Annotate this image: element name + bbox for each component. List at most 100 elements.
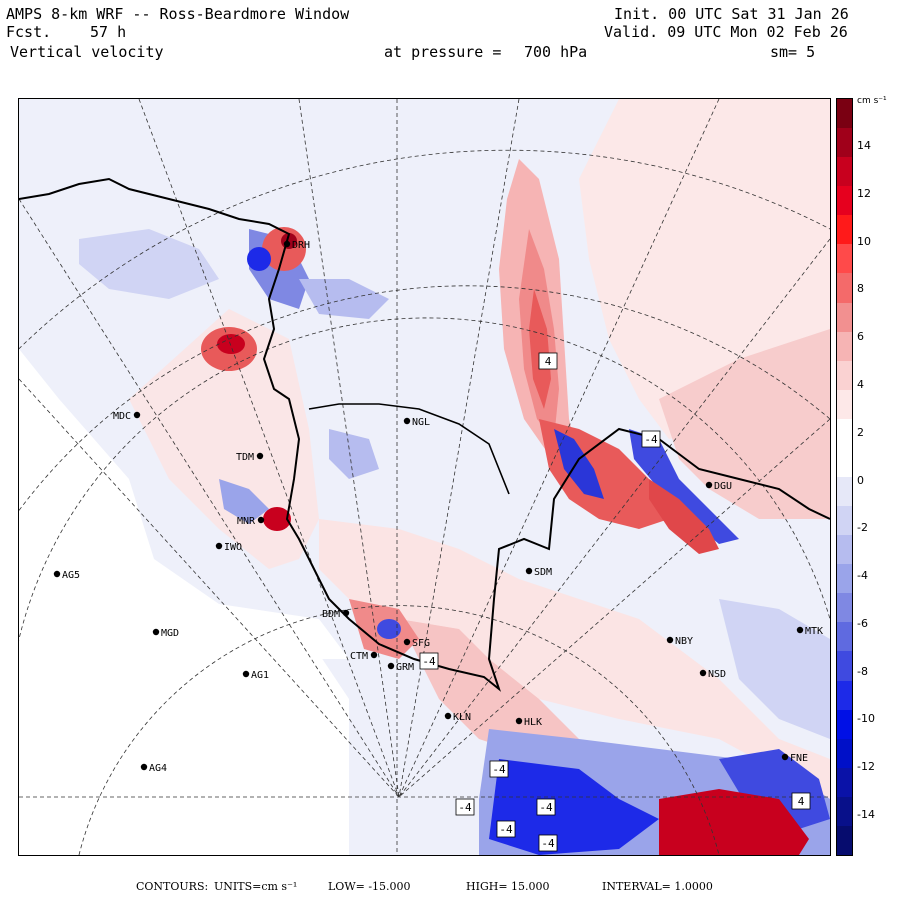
- station-label: CTM: [350, 651, 368, 662]
- station-dot: [525, 567, 533, 575]
- contour-label-text: -4: [539, 801, 553, 814]
- smoothing-value: sm= 5: [770, 43, 816, 61]
- valid-time: Valid. 09 UTC Mon 02 Feb 26: [604, 23, 848, 41]
- station-label: MNR: [237, 516, 256, 527]
- colorbar-segment: [837, 331, 852, 362]
- station-marker: CTM: [350, 651, 378, 662]
- station-marker: AG1: [242, 670, 269, 681]
- no-data-region-2: [19, 569, 349, 855]
- station-marker: SDM: [525, 567, 552, 578]
- station-marker: HLK: [515, 717, 542, 728]
- station-label: NSD: [708, 669, 726, 680]
- colorbar-segment: [837, 244, 852, 275]
- station-marker: MTK: [796, 626, 823, 637]
- colorbar-segment: [837, 738, 852, 769]
- station-label: KLN: [453, 712, 471, 723]
- station-dot: [403, 417, 411, 425]
- station-marker: IWO: [215, 542, 242, 553]
- station-marker: DRH: [283, 240, 310, 251]
- station-label: MDC: [113, 411, 131, 422]
- colorbar-tick-label: -10: [857, 712, 875, 726]
- contour-label: 4: [538, 352, 558, 370]
- station-label: DRH: [292, 240, 310, 251]
- colorbar-segment: [837, 564, 852, 595]
- station-label: HLK: [524, 717, 542, 728]
- ascent-core-mnr: [263, 507, 291, 531]
- station-label: BDM: [322, 609, 340, 620]
- station-label: AG1: [251, 670, 269, 681]
- contour-label-text: -4: [541, 837, 555, 850]
- forecast-hour: 57 h: [90, 23, 127, 41]
- map-graphic: DRH MDC NGL TDM MNR IWO AG5 SDM BDM MGD SFG NBY MTK C…: [19, 99, 830, 855]
- colorbar-tick-label: -4: [857, 569, 868, 583]
- station-dot: [705, 481, 713, 489]
- station-dot: [796, 626, 804, 634]
- positive-region-1: [129, 309, 319, 569]
- colorbar-tick-label: -12: [857, 760, 875, 774]
- colorbar-segment: [837, 477, 852, 508]
- colorbar-segment: [837, 273, 852, 304]
- station-label: NGL: [412, 417, 430, 428]
- station-dot: [666, 636, 674, 644]
- station-dot: [387, 662, 395, 670]
- colorbar-segment: [837, 389, 852, 420]
- station-dot: [444, 712, 452, 720]
- station-label: IWO: [224, 542, 242, 553]
- station-dot: [283, 240, 291, 248]
- colorbar-segment: [837, 128, 852, 159]
- station-dot: [257, 516, 265, 524]
- ascent-core-mdc-2: [217, 334, 245, 354]
- chart-title: AMPS 8-km WRF -- Ross-Beardmore Window: [6, 5, 350, 23]
- colorbar-segment: [837, 157, 852, 188]
- contour-label: -4: [489, 760, 509, 778]
- station-marker: NSD: [699, 669, 726, 680]
- colorbar-segment: [837, 651, 852, 682]
- contour-label-text: -4: [492, 763, 506, 776]
- station-label: AG5: [62, 570, 80, 581]
- descent-zone-lower-right: [719, 599, 830, 739]
- colorbar-tick-label: 0: [857, 473, 864, 487]
- contour-label-text: -4: [644, 433, 658, 446]
- pressure-label: at pressure =: [384, 43, 502, 61]
- station-marker: AG5: [53, 570, 80, 581]
- descent-patch-3: [299, 279, 389, 319]
- footer-high: HIGH= 15.000: [466, 880, 550, 893]
- colorbar-tick-label: 12: [857, 186, 871, 200]
- descent-patch-4: [219, 479, 269, 524]
- colorbar-segment: [837, 767, 852, 798]
- coastline: [19, 177, 830, 692]
- station-label: MTK: [805, 626, 823, 637]
- station-label: SDM: [534, 567, 552, 578]
- station-dot: [403, 638, 411, 646]
- colorbar-tick-label: -6: [857, 616, 868, 630]
- colorbar-segment: [837, 709, 852, 740]
- colorbar-segment: [837, 99, 852, 130]
- colorbar-segment: [837, 796, 852, 827]
- init-time: Init. 00 UTC Sat 31 Jan 26: [614, 5, 849, 23]
- colorbar-segment: [837, 535, 852, 566]
- station-label: DGU: [714, 481, 732, 492]
- descent-zone-bdm: [377, 619, 401, 639]
- positive-region-3: [399, 619, 579, 759]
- positive-region-5: [659, 329, 830, 519]
- wave-zone-red-2: [649, 479, 719, 554]
- station-dot: [152, 628, 160, 636]
- station-marker: GRM: [387, 662, 414, 673]
- colorbar-segment: [837, 186, 852, 217]
- station-dot: [133, 411, 141, 419]
- contour-label: -4: [419, 652, 439, 670]
- station-label: TDM: [236, 452, 254, 463]
- station-marker: MGD: [152, 628, 179, 639]
- station-label: GRM: [396, 662, 414, 673]
- station-label: NBY: [675, 636, 693, 647]
- colorbar-segment: [837, 360, 852, 391]
- colorbar-tick-label: 4: [857, 377, 864, 391]
- positive-region-2: [319, 519, 830, 799]
- colorbar-tick-label: -2: [857, 521, 868, 535]
- colorbar-segment: [837, 302, 852, 333]
- station-marker: BDM: [322, 609, 350, 620]
- colorbar-segment: [837, 447, 852, 478]
- station-marker: NGL: [403, 417, 430, 428]
- station-marker: NBY: [666, 636, 693, 647]
- station-marker: AG4: [140, 763, 167, 774]
